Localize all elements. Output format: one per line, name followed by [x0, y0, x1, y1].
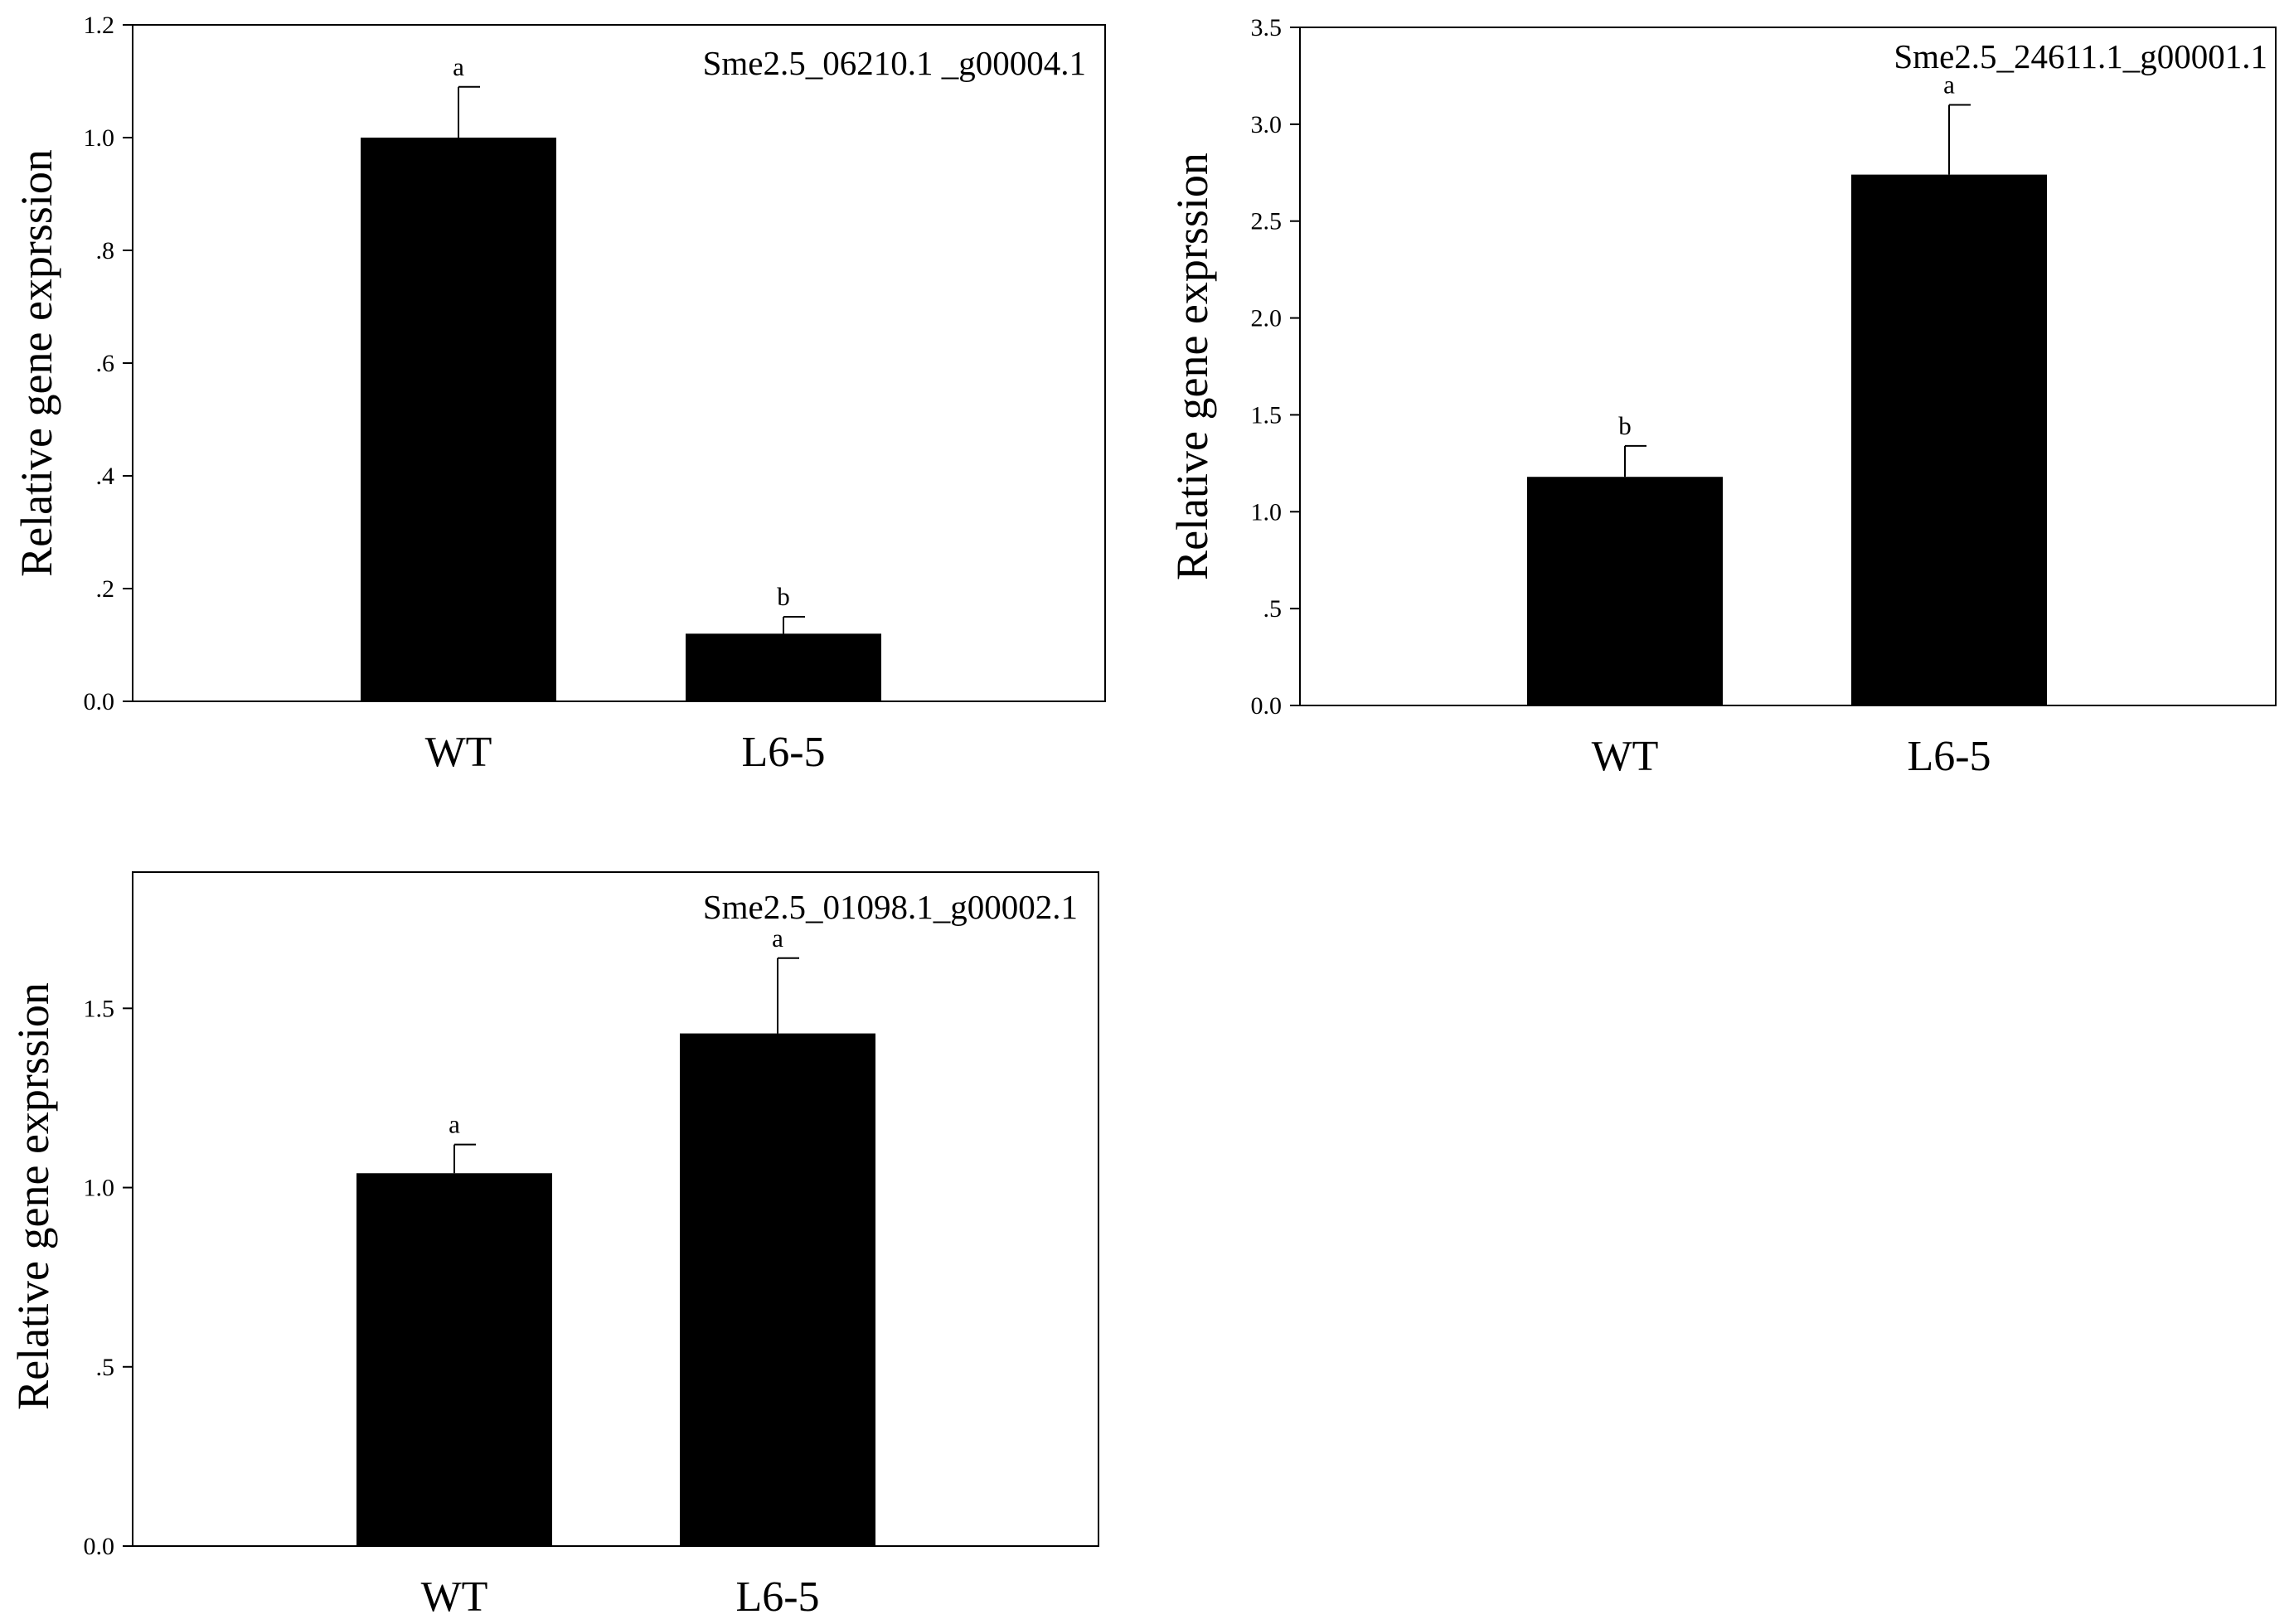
y-tick-label: 1.5: [84, 995, 115, 1022]
y-tick-label: 3.5: [1251, 14, 1283, 41]
significance-label: a: [453, 52, 464, 81]
y-tick-label: 3.0: [1251, 111, 1283, 138]
significance-label: b: [1618, 411, 1632, 440]
gene-label: Sme2.5_06210.1 _g00004.1: [703, 44, 1086, 82]
y-axis-title: Relative gene exprssion: [12, 149, 61, 577]
y-tick-label: 0.0: [84, 1533, 115, 1560]
y-tick-label: .5: [1263, 595, 1283, 623]
significance-label: a: [449, 1110, 460, 1139]
category-label: WT: [421, 1573, 488, 1621]
y-tick-label: 2.0: [1251, 305, 1283, 332]
category-label: L6-5: [1907, 733, 1991, 780]
y-tick-label: .5: [96, 1354, 115, 1381]
y-tick-label: .2: [96, 575, 115, 603]
chart-panel-1: 0.0 .2 .4 .6 .8 1.0 1.2 a WT b L6-5 Sme2.5_06210.1 …: [12, 12, 1106, 776]
plot-frame: [132, 24, 1106, 702]
y-tick-label: .8: [96, 237, 115, 264]
significance-label: b: [777, 582, 790, 611]
y-tick-label: 0.0: [84, 688, 115, 715]
category-label: WT: [425, 729, 492, 776]
bar-WT: [356, 1173, 552, 1546]
y-axis-title: Relative gene exprssion: [8, 982, 58, 1410]
plot-frame: [132, 871, 1099, 1547]
y-tick-label: 1.0: [1251, 498, 1283, 526]
y-tick-label: 1.0: [84, 1175, 115, 1202]
chart-panel-2: 0.0 .5 1.0 1.5 2.0 2.5 3.0 3.5 b WT a L6-5 Sme2.5_24…: [1167, 14, 2277, 780]
y-tick-label: 1.0: [84, 124, 115, 152]
category-label: L6-5: [741, 729, 825, 776]
chart-panel-3: 0.0 .5 1.0 1.5 a WT a L6-5 Sme2.5_01098.1_g00002…: [8, 871, 1099, 1621]
bar-L6-5: [680, 1033, 875, 1546]
y-tick-label: .6: [96, 350, 115, 377]
significance-label: a: [772, 923, 783, 953]
y-tick-label: 1.5: [1251, 401, 1283, 429]
y-tick-label: 0.0: [1251, 692, 1283, 720]
y-tick-label: 2.5: [1251, 208, 1283, 235]
bar-WT: [361, 138, 556, 701]
y-axis-title: Relative gene exprssion: [1167, 153, 1217, 580]
bar-L6-5: [686, 633, 881, 701]
gene-label: Sme2.5_24611.1_g00001.1: [1894, 37, 2267, 75]
category-label: L6-5: [735, 1573, 819, 1621]
y-tick-label: .4: [96, 463, 115, 490]
bar-L6-5: [1851, 174, 2047, 705]
plot-frame: [1299, 27, 2277, 706]
significance-label: a: [1943, 70, 1955, 99]
gene-label: Sme2.5_01098.1_g00002.1: [703, 888, 1078, 926]
category-label: WT: [1592, 733, 1659, 780]
y-tick-label: 1.2: [84, 12, 115, 39]
bar-WT: [1527, 477, 1723, 705]
